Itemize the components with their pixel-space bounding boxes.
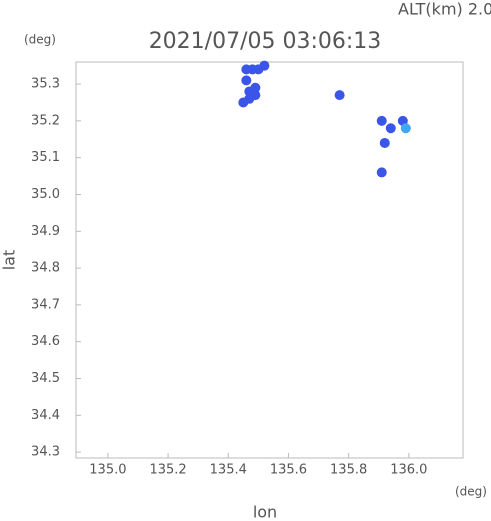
y-tick-label: 35.2 <box>31 113 60 128</box>
y-unit: (deg) <box>24 33 56 47</box>
y-tick-label: 34.4 <box>31 408 60 423</box>
plot-frame <box>75 61 464 459</box>
x-tick-label: 135.0 <box>89 463 126 478</box>
y-tick-label: 34.5 <box>31 371 60 386</box>
x-tick-label: 135.6 <box>270 463 307 478</box>
y-tick-label: 34.7 <box>31 297 60 312</box>
x-axis-label: lon <box>253 503 277 521</box>
altitude-header: ALT(km) 2.0 <box>398 0 491 19</box>
y-tick-label: 35.3 <box>31 77 60 92</box>
y-tick-label: 35.0 <box>31 187 60 202</box>
x-tick-label: 135.4 <box>210 463 247 478</box>
echo-point <box>376 115 387 126</box>
y-tick-label: 34.3 <box>31 445 60 460</box>
y-tick-label: 34.6 <box>31 334 60 349</box>
x-tick-label: 135.8 <box>330 463 367 478</box>
x-tick-label: 136.0 <box>390 463 427 478</box>
x-tick-label: 135.2 <box>149 463 186 478</box>
echo-point <box>238 97 249 108</box>
y-tick-label: 34.9 <box>31 224 60 239</box>
echo-point <box>334 90 345 101</box>
echo-point <box>385 123 396 134</box>
echo-point <box>241 75 252 86</box>
echo-point <box>259 60 270 71</box>
echo-point <box>376 167 387 178</box>
x-unit: (deg) <box>455 485 487 499</box>
echo-point <box>400 123 411 134</box>
y-axis-label: lat <box>0 250 19 271</box>
y-tick-label: 35.1 <box>31 150 60 165</box>
chart-title: 2021/07/05 03:06:13 <box>149 29 382 54</box>
echo-point <box>379 137 390 148</box>
echo-point <box>250 82 261 93</box>
y-tick-label: 34.8 <box>31 261 60 276</box>
